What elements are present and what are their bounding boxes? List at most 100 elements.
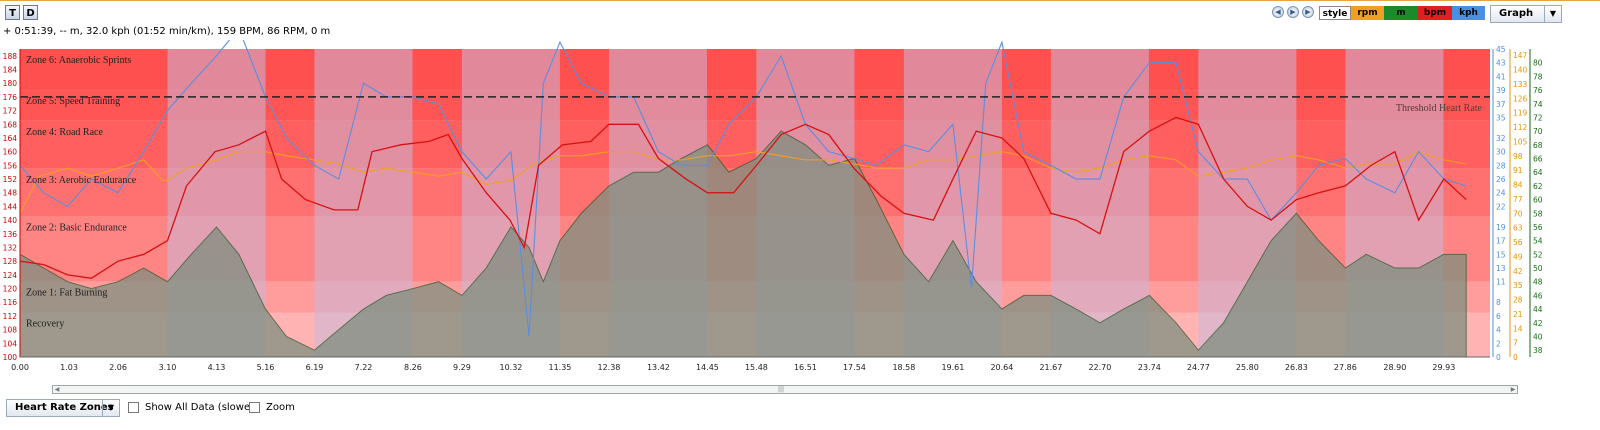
x-tick-label: 26.83 (1285, 363, 1308, 372)
rpm-tick-label: 35 (1513, 281, 1523, 290)
legend-style[interactable]: style (1319, 6, 1351, 20)
zone-label: Zone 6: Anaerobic Sprints (26, 55, 131, 66)
x-tick-label: 18.58 (892, 363, 915, 372)
heart-rate-chart[interactable]: Threshold Heart Rate Recovery Zone 1: Fat … (0, 40, 1600, 380)
zoom-checkbox[interactable] (249, 402, 260, 413)
fast-forward-icon[interactable]: ▶ (1302, 6, 1314, 18)
x-tick-label: 25.80 (1236, 363, 1259, 372)
x-tick-label: 22.70 (1088, 363, 1111, 372)
legend-bpm[interactable]: bpm (1418, 6, 1452, 20)
rpm-tick-label: 98 (1513, 152, 1523, 161)
zones-select[interactable]: Heart Rate Zones ▼ (6, 399, 120, 417)
kph-tick-label: 41 (1496, 72, 1506, 81)
m-tick-label: 38 (1533, 346, 1543, 355)
kph-tick-label: 22 (1496, 202, 1506, 211)
kph-tick-label: 0 (1496, 353, 1501, 362)
kph-tick-label: 8 (1496, 298, 1501, 307)
rpm-tick-label: 14 (1513, 324, 1523, 333)
timeline-scrollbar[interactable]: ◀ ||| ▶ (52, 385, 1518, 394)
rpm-tick-label: 7 (1513, 339, 1518, 348)
bpm-series-line (19, 116, 1467, 279)
kph-tick-label: 15 (1496, 250, 1506, 259)
bpm-tick-label: 156 (3, 161, 18, 170)
kph-tick-label: 2 (1496, 339, 1501, 348)
m-tick-label: 48 (1533, 278, 1543, 287)
scroll-right-icon[interactable]: ▶ (1510, 386, 1516, 393)
bpm-tick-label: 164 (3, 134, 18, 143)
chevron-down-icon: ▼ (1544, 6, 1561, 22)
x-tick-label: 13.42 (647, 363, 670, 372)
legend-m[interactable]: m (1384, 6, 1418, 20)
bpm-tick-label: 152 (3, 175, 18, 184)
m-tick-label: 66 (1533, 155, 1543, 164)
kph-tick-label: 30 (1496, 148, 1506, 157)
scroll-left-icon[interactable]: ◀ (54, 386, 60, 393)
x-tick-label: 15.48 (745, 363, 768, 372)
bpm-tick-label: 184 (3, 66, 18, 75)
m-tick-label: 56 (1533, 223, 1543, 232)
x-tick-label: 14.45 (696, 363, 719, 372)
legend-rpm[interactable]: rpm (1351, 6, 1384, 20)
m-tick-label: 52 (1533, 250, 1543, 259)
rpm-tick-label: 126 (1513, 94, 1528, 103)
bpm-tick-label: 120 (3, 285, 18, 294)
m-tick-label: 62 (1533, 182, 1543, 191)
kph-tick-label: 24 (1496, 189, 1506, 198)
bpm-tick-label: 168 (3, 120, 18, 129)
elevation-area (19, 130, 1467, 358)
rpm-tick-label: 49 (1513, 252, 1523, 261)
threshold-label: Threshold Heart Rate (1396, 103, 1483, 114)
bpm-tick-label: 172 (3, 107, 18, 116)
zoom-label: Zoom (266, 402, 295, 413)
m-tick-label: 42 (1533, 319, 1543, 328)
m-tick-label: 72 (1533, 113, 1543, 122)
zone-label: Zone 5: Speed Training (26, 96, 120, 107)
rpm-series-line (19, 151, 1467, 214)
rpm-tick-label: 112 (1513, 123, 1528, 132)
kph-tick-label: 19 (1496, 223, 1506, 232)
view-select[interactable]: Graph ▼ (1490, 5, 1562, 23)
bpm-tick-label: 176 (3, 93, 18, 102)
t-button[interactable]: T (5, 5, 20, 20)
kph-tick-label: 39 (1496, 86, 1506, 95)
scroll-grip-icon[interactable]: ||| (778, 386, 785, 393)
rpm-tick-label: 105 (1513, 137, 1528, 146)
bpm-tick-label: 112 (3, 312, 18, 321)
x-tick-label: 1.03 (60, 363, 78, 372)
bpm-tick-label: 188 (3, 52, 18, 61)
x-tick-label: 6.19 (306, 363, 324, 372)
rpm-tick-label: 77 (1513, 195, 1523, 204)
m-tick-label: 64 (1533, 168, 1543, 177)
kph-series-line (19, 40, 1467, 337)
kph-tick-label: 26 (1496, 175, 1506, 184)
m-tick-label: 50 (1533, 264, 1543, 273)
rpm-tick-label: 70 (1513, 209, 1523, 218)
bpm-tick-label: 128 (3, 257, 18, 266)
rpm-tick-label: 63 (1513, 224, 1523, 233)
m-tick-label: 74 (1533, 100, 1543, 109)
show-all-label: Show All Data (slower) (145, 402, 259, 413)
play-icon[interactable]: ▶ (1287, 6, 1299, 18)
rpm-tick-label: 0 (1513, 353, 1518, 362)
m-tick-label: 78 (1533, 72, 1543, 81)
bpm-tick-label: 148 (3, 189, 18, 198)
rpm-tick-label: 28 (1513, 296, 1523, 305)
bpm-tick-label: 160 (3, 148, 18, 157)
zones-select-value: Heart Rate Zones (15, 402, 114, 413)
top-accent-line (0, 0, 1600, 1)
legend-kph[interactable]: kph (1452, 6, 1485, 20)
kph-tick-label: 45 (1496, 45, 1506, 54)
x-tick-label: 10.32 (499, 363, 522, 372)
bpm-tick-label: 136 (3, 230, 18, 239)
zone-label: Zone 3: Aerobic Endurance (26, 175, 137, 186)
zone-label: Zone 2: Basic Endurance (26, 223, 127, 234)
kph-tick-label: 35 (1496, 113, 1506, 122)
x-tick-label: 7.22 (355, 363, 373, 372)
show-all-checkbox[interactable] (128, 402, 139, 413)
rewind-icon[interactable]: ◀ (1272, 6, 1284, 18)
rpm-tick-label: 56 (1513, 238, 1523, 247)
view-select-value: Graph (1499, 8, 1534, 19)
d-button[interactable]: D (23, 5, 38, 20)
zone-label: Zone 1: Fat Burning (26, 288, 107, 299)
bpm-tick-label: 124 (3, 271, 18, 280)
